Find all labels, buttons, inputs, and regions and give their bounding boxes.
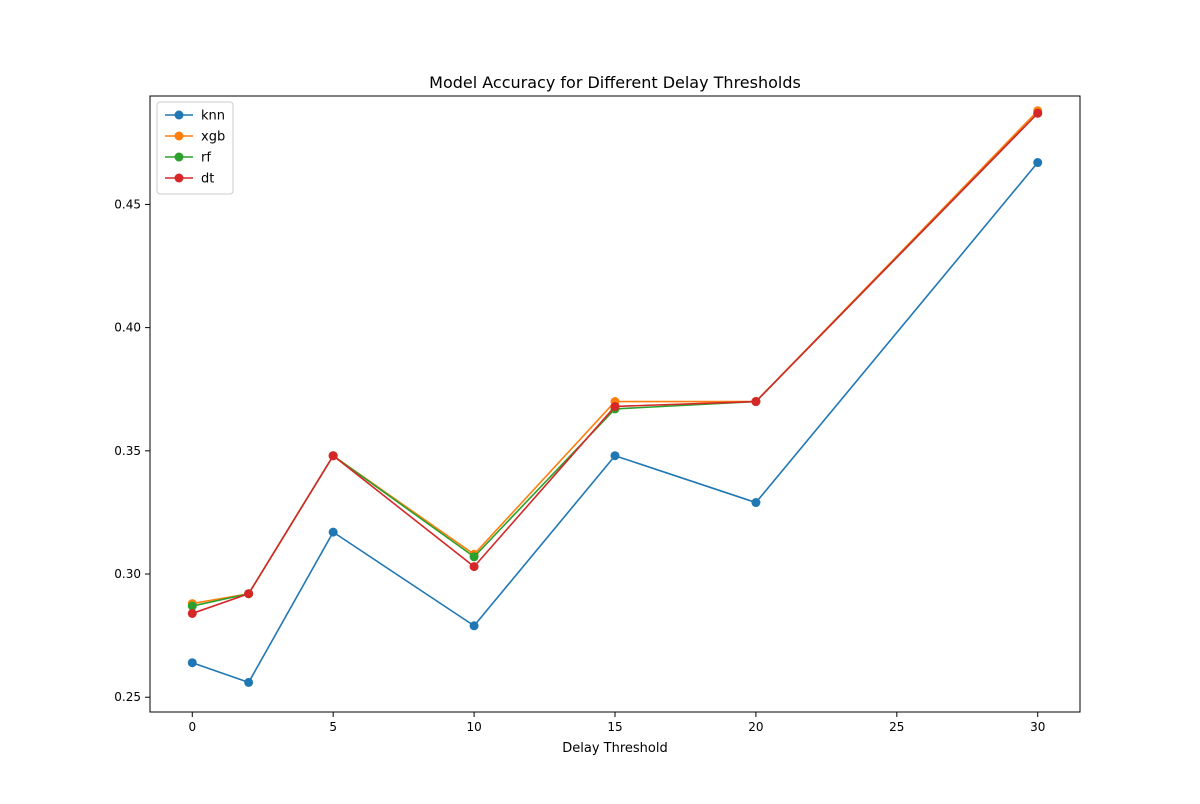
legend-swatch-marker <box>174 152 184 162</box>
data-point-dt <box>244 589 254 599</box>
data-point-dt <box>1033 108 1043 118</box>
legend: knn xgb rf dt <box>156 101 234 195</box>
y-tick-label: 0.40 <box>114 321 141 335</box>
x-tick-label: 30 <box>1030 720 1045 734</box>
series-line-dt <box>192 112 1039 615</box>
y-tick-label: 0.35 <box>114 444 141 458</box>
data-point-knn <box>1033 158 1043 168</box>
x-axis-label: Delay Threshold <box>562 741 667 756</box>
x-tick-label: 20 <box>748 720 763 734</box>
data-point-knn <box>328 527 338 537</box>
y-tick-label: 0.45 <box>114 197 141 211</box>
x-tick-label: 0 <box>188 720 196 734</box>
data-point-knn <box>610 451 620 461</box>
data-point-knn <box>751 498 761 508</box>
legend-swatch-marker <box>174 173 184 183</box>
data-point-knn <box>469 621 479 631</box>
data-point-dt <box>469 562 479 572</box>
legend-swatch-marker <box>174 110 184 120</box>
data-point-dt <box>610 401 620 411</box>
x-tick-label: 15 <box>607 720 622 734</box>
legend-box <box>156 101 234 195</box>
chart-title: Model Accuracy for Different Delay Thres… <box>429 73 801 92</box>
x-tick-label: 10 <box>466 720 481 734</box>
data-point-rf <box>187 601 197 611</box>
legend-swatch-marker <box>174 131 184 141</box>
data-point-dt <box>751 397 761 407</box>
y-tick-label: 0.30 <box>114 567 141 581</box>
legend-label: xgb <box>201 130 225 145</box>
data-point-knn <box>244 677 254 687</box>
data-point-knn <box>187 658 197 668</box>
x-tick-label: 25 <box>889 720 904 734</box>
legend-label: rf <box>201 151 211 166</box>
x-tick-label: 5 <box>329 720 337 734</box>
legend-label: dt <box>201 172 214 187</box>
plot-area: 0 5 10 15 20 25 30 0.25 0.30 0.35 0.40 0.45 <box>114 95 1081 734</box>
series-line-xgb <box>192 110 1039 605</box>
legend-label: knn <box>201 109 225 124</box>
series-line-rf <box>192 112 1039 607</box>
data-point-rf <box>469 552 479 562</box>
data-point-dt <box>187 608 197 618</box>
data-point-dt <box>328 451 338 461</box>
y-tick-label: 0.25 <box>114 690 141 704</box>
